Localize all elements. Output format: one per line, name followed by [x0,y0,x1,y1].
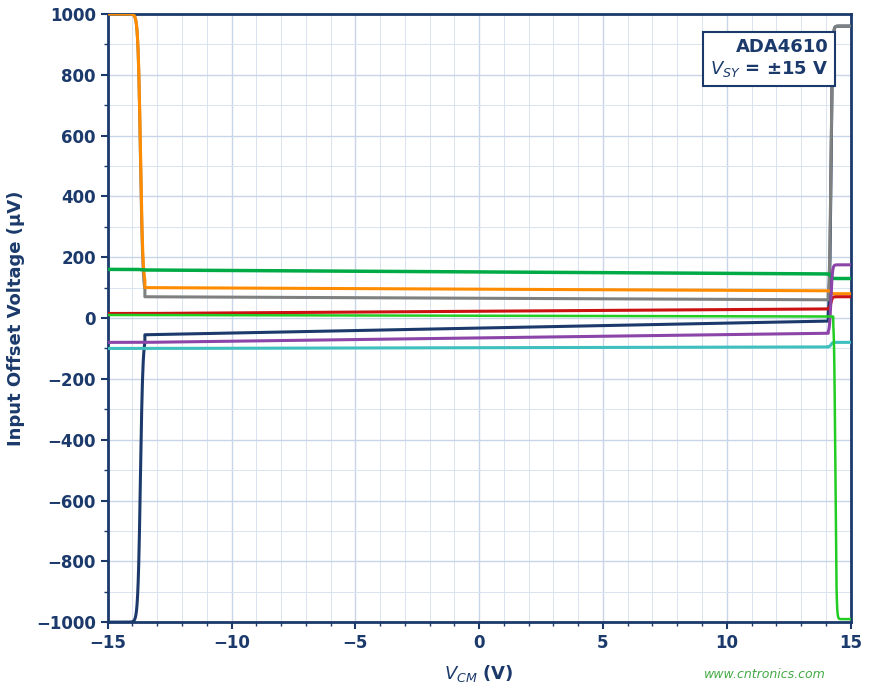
Y-axis label: Input Offset Voltage (μV): Input Offset Voltage (μV) [7,190,25,446]
Text: www.cntronics.com: www.cntronics.com [704,668,826,681]
Text: ADA4610
$V_{SY}$ = ±15 V: ADA4610 $V_{SY}$ = ±15 V [710,38,828,79]
X-axis label: $V_{CM}$ (V): $V_{CM}$ (V) [444,663,514,684]
